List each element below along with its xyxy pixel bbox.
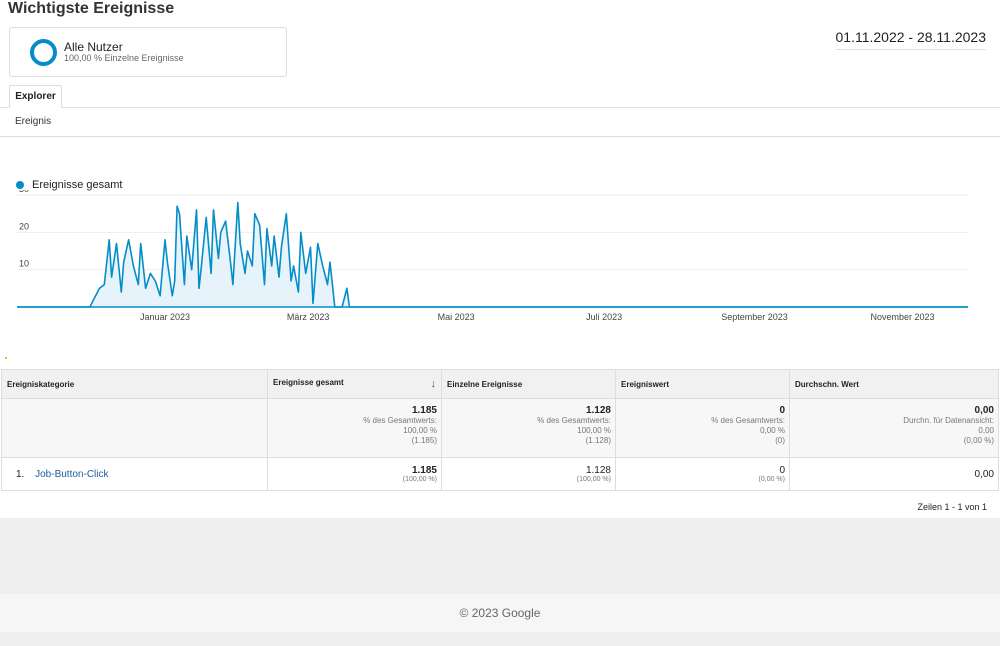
table-header-row: Ereigniskategorie Ereignisse gesamt ↓ Ei… [1, 369, 999, 399]
row-events-total-cell: 1.185 (100,00 %) [267, 457, 442, 491]
totals-value: 1.185 [411, 405, 437, 416]
header-events-total[interactable]: Ereignisse gesamt ↓ [267, 369, 442, 399]
series-line[interactable] [17, 201, 968, 308]
row-avg-value: 0,00 [974, 468, 994, 480]
row-event-value-cell: 0 (0,00 %) [615, 457, 790, 491]
totals-pct: 0,00 [978, 426, 994, 435]
legend-dot-icon [16, 181, 24, 189]
totals-row: 1.185 % des Gesamtwerts: 100,00 % (1.185… [1, 398, 999, 458]
header-event-value[interactable]: Ereigniswert [615, 369, 790, 399]
totals-label: % des Gesamtwerts: [537, 416, 611, 425]
tab-bar-divider [0, 107, 1000, 108]
header-events-total-label: Ereignisse gesamt [273, 378, 344, 387]
content-filler [0, 518, 1000, 594]
x-tick-label: November 2023 [870, 312, 934, 322]
x-tick-label: September 2023 [721, 312, 788, 322]
dimension-divider [0, 136, 1000, 137]
totals-abs: (1.185) [411, 436, 437, 445]
row-category-link[interactable]: Job-Button-Click [35, 468, 109, 480]
series-area [17, 202, 968, 307]
totals-abs: (1.128) [585, 436, 611, 445]
totals-label: Durchn. für Datenansicht: [903, 416, 994, 425]
footer-bottom-band [0, 632, 1000, 646]
x-tick-label: März 2023 [287, 312, 330, 322]
totals-abs: (0,00 %) [963, 436, 994, 445]
segment-ring-icon [30, 39, 57, 66]
page-title: Wichtigste Ereignisse [8, 0, 175, 17]
row-event-value: 0 [779, 465, 785, 476]
row-unique-events-pct: (100,00 %) [576, 476, 611, 483]
totals-pct: 0,00 % [760, 426, 785, 435]
report-table: Ereigniskategorie Ereignisse gesamt ↓ Ei… [1, 369, 999, 491]
primary-dimension-link[interactable]: Ereignis [15, 116, 52, 127]
legend-label: Ereignisse gesamt [32, 179, 123, 191]
segment-card[interactable]: Alle Nutzer 100,00 % Einzelne Ereignisse [9, 27, 287, 77]
y-tick-label: 30 [19, 190, 29, 194]
footer: © 2023 Google [0, 594, 1000, 632]
totals-empty-cell [1, 398, 268, 458]
y-tick-label: 10 [19, 259, 29, 269]
totals-label: % des Gesamtwerts: [363, 416, 437, 425]
totals-value: 0,00 [974, 405, 994, 416]
pagination-info: Zeilen 1 - 1 von 1 [917, 502, 987, 512]
marker-dot [5, 357, 7, 359]
arrow-down-icon[interactable]: ↓ [430, 378, 437, 390]
date-range-picker[interactable]: 01.11.2022 - 28.11.2023 [835, 29, 986, 50]
row-unique-events: 1.128 [585, 465, 611, 476]
x-tick-label: Januar 2023 [140, 312, 190, 322]
row-events-total-pct: (100,00 %) [402, 476, 437, 483]
totals-events-total: 1.185 % des Gesamtwerts: 100,00 % (1.185… [267, 398, 442, 458]
totals-value: 1.128 [585, 405, 611, 416]
segment-subtitle: 100,00 % Einzelne Ereignisse [64, 53, 184, 63]
row-avg-value-cell: 0,00 [789, 457, 999, 491]
totals-label: % des Gesamtwerts: [711, 416, 785, 425]
row-category-cell: 1. Job-Button-Click [1, 457, 268, 491]
x-tick-label: Mai 2023 [438, 312, 475, 322]
y-tick-label: 20 [19, 221, 29, 231]
header-unique-events[interactable]: Einzelne Ereignisse [441, 369, 616, 399]
events-chart[interactable]: 30 20 10 Januar 2023 März 2023 Mai 2023 Juli 2… [0, 190, 1000, 330]
row-event-value-pct: (0,00 %) [758, 476, 785, 483]
row-index: 1. [16, 468, 25, 480]
tab-explorer[interactable]: Explorer [9, 85, 62, 108]
header-event-category[interactable]: Ereigniskategorie [1, 369, 268, 399]
totals-pct: 100,00 % [403, 426, 437, 435]
footer-copyright: © 2023 Google [459, 606, 541, 620]
x-tick-label: Juli 2023 [586, 312, 622, 322]
totals-abs: (0) [775, 436, 785, 445]
totals-event-value: 0 % des Gesamtwerts: 0,00 % (0) [615, 398, 790, 458]
segment-name: Alle Nutzer [64, 40, 123, 54]
table-row: 1. Job-Button-Click 1.185 (100,00 %) 1.1… [1, 457, 999, 491]
row-unique-events-cell: 1.128 (100,00 %) [441, 457, 616, 491]
chart-legend[interactable]: Ereignisse gesamt [16, 179, 123, 191]
totals-value: 0 [779, 405, 785, 416]
row-events-total: 1.185 [411, 465, 437, 476]
header-avg-value[interactable]: Durchschn. Wert [789, 369, 999, 399]
totals-unique-events: 1.128 % des Gesamtwerts: 100,00 % (1.128… [441, 398, 616, 458]
totals-pct: 100,00 % [577, 426, 611, 435]
totals-avg-value: 0,00 Durchn. für Datenansicht: 0,00 (0,0… [789, 398, 999, 458]
